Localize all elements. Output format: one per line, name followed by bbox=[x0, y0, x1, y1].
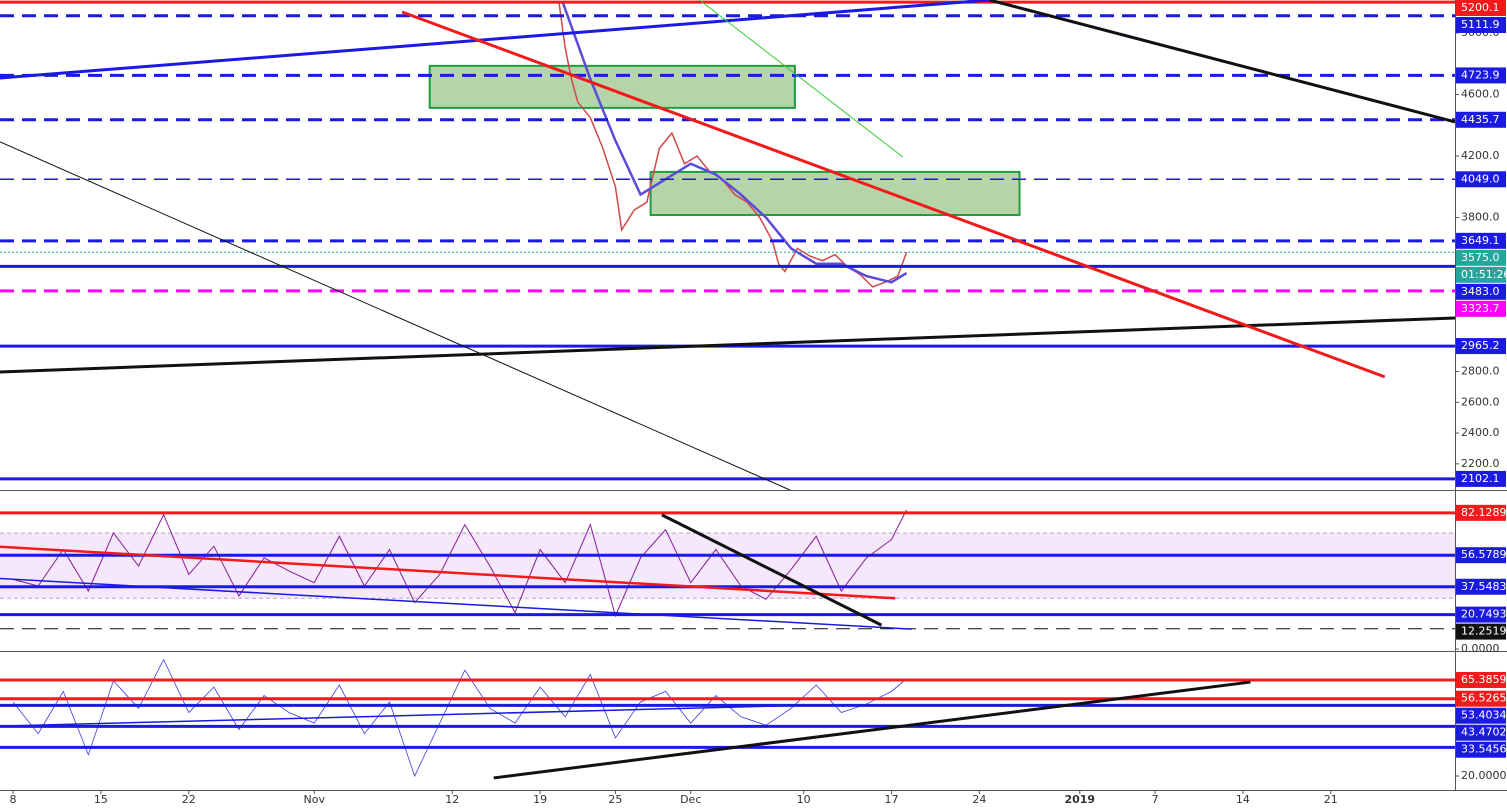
level-label-bg bbox=[1456, 707, 1506, 724]
trend-line bbox=[699, 0, 904, 158]
level-label-bg bbox=[1456, 67, 1506, 84]
level-label: 3575.0 bbox=[1461, 251, 1500, 264]
x-tick-label: 2019 bbox=[1064, 793, 1095, 806]
x-tick-label: Dec bbox=[680, 793, 701, 806]
y-tick-label: 2800.0 bbox=[1461, 365, 1500, 378]
level-label: 4049.0 bbox=[1461, 172, 1500, 185]
x-tick-label: 21 bbox=[1324, 793, 1338, 806]
trend-line bbox=[493, 680, 1251, 780]
series-line bbox=[12, 509, 908, 618]
level-label-bg bbox=[1456, 249, 1506, 266]
level-label: 53.4034 bbox=[1461, 709, 1507, 722]
trend-line bbox=[0, 704, 810, 727]
zone-box bbox=[428, 64, 796, 109]
level-label-bg bbox=[1456, 547, 1506, 564]
trend-line bbox=[401, 10, 1386, 379]
y-tick-label: 2400.0 bbox=[1461, 426, 1500, 439]
x-tick-label: 25 bbox=[608, 793, 622, 806]
level-label-bg bbox=[1456, 283, 1506, 300]
level-label: 12.2519 bbox=[1461, 625, 1507, 638]
countdown-bg bbox=[1456, 266, 1506, 283]
countdown: 01:51:26 bbox=[1461, 268, 1507, 281]
y-tick-label: 2600.0 bbox=[1461, 395, 1500, 408]
x-tick-label: 15 bbox=[94, 793, 108, 806]
level-label: 2965.2 bbox=[1461, 339, 1500, 352]
y-tick-label: 4200.0 bbox=[1461, 149, 1500, 162]
level-label-bg bbox=[1456, 606, 1506, 623]
x-tick-label: 12 bbox=[445, 793, 459, 806]
level-label-bg bbox=[1456, 0, 1506, 16]
trend-line bbox=[0, 545, 896, 600]
level-label-bg bbox=[1456, 671, 1506, 688]
pane bbox=[0, 509, 1455, 630]
x-tick-label: 17 bbox=[885, 793, 899, 806]
x-tick-label: Nov bbox=[304, 793, 326, 806]
level-label: 5111.9 bbox=[1461, 18, 1500, 31]
y-tick-label: 20.0000 bbox=[1461, 769, 1507, 782]
trend-line bbox=[0, 577, 912, 630]
trend-line bbox=[0, 141, 791, 490]
level-label: 4723.9 bbox=[1461, 68, 1500, 81]
level-label-bg bbox=[1456, 338, 1506, 355]
x-tick-label: 8 bbox=[10, 793, 17, 806]
x-tick-label: 19 bbox=[533, 793, 547, 806]
level-label-bg bbox=[1456, 232, 1506, 249]
level-label: 33.5456 bbox=[1461, 743, 1507, 756]
trend-line bbox=[989, 0, 1455, 124]
level-label-bg bbox=[1456, 171, 1506, 188]
level-label: 3483.0 bbox=[1461, 285, 1500, 298]
trend-line bbox=[0, 316, 1455, 374]
x-tick-label: 7 bbox=[1152, 793, 1159, 806]
y-tick-label: 3800.0 bbox=[1461, 211, 1500, 224]
level-label: 56.5265 bbox=[1461, 692, 1507, 705]
y-tick-label: 2200.0 bbox=[1461, 457, 1500, 470]
level-label: 4435.7 bbox=[1461, 113, 1500, 126]
level-label-bg bbox=[1456, 504, 1506, 521]
level-label: 3649.1 bbox=[1461, 234, 1500, 247]
level-label: 82.1289 bbox=[1461, 506, 1507, 519]
level-label: 2102.1 bbox=[1461, 472, 1500, 485]
level-label: 37.5483 bbox=[1461, 580, 1507, 593]
pane bbox=[0, 0, 1455, 490]
x-tick-label: 10 bbox=[797, 793, 811, 806]
level-label: 43.4702 bbox=[1461, 726, 1507, 739]
level-label-bg bbox=[1456, 300, 1506, 317]
level-label-bg bbox=[1456, 111, 1506, 128]
level-label: 65.3859 bbox=[1461, 673, 1507, 686]
x-tick-label: 22 bbox=[182, 793, 196, 806]
zone-box bbox=[649, 170, 1021, 216]
level-label: 5200.1 bbox=[1461, 1, 1500, 14]
level-label: 20.7493 bbox=[1461, 608, 1507, 621]
level-label-bg bbox=[1456, 741, 1506, 758]
level-label-bg bbox=[1456, 578, 1506, 595]
trend-line bbox=[661, 513, 883, 627]
level-label-bg bbox=[1456, 17, 1506, 33]
x-tick-label: 24 bbox=[972, 793, 986, 806]
x-tick-label: 14 bbox=[1236, 793, 1250, 806]
level-label-bg bbox=[1456, 623, 1506, 640]
level-label-bg bbox=[1456, 724, 1506, 741]
level-label-bg bbox=[1456, 690, 1506, 707]
level-label: 56.5789 bbox=[1461, 548, 1507, 561]
level-label: 3323.7 bbox=[1461, 302, 1500, 315]
series-line bbox=[561, 1, 908, 284]
level-label-bg bbox=[1456, 470, 1506, 487]
pane bbox=[0, 658, 1455, 780]
y-tick-label: 0.0000 bbox=[1461, 642, 1500, 655]
trend-line bbox=[0, 0, 990, 80]
y-tick-label: 4600.0 bbox=[1461, 87, 1500, 100]
